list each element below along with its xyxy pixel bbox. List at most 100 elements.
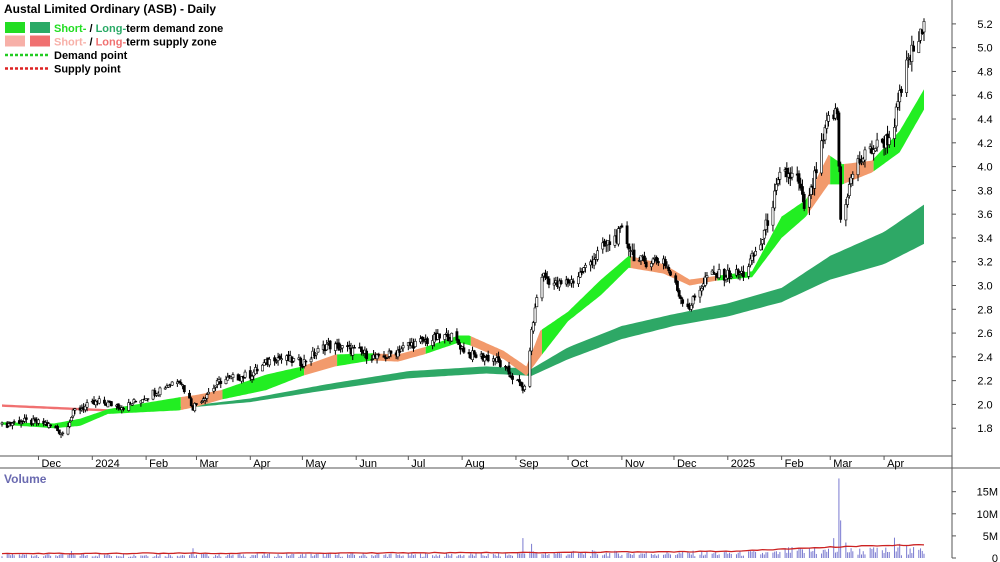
candle xyxy=(778,167,782,186)
candle xyxy=(219,377,223,389)
candle xyxy=(873,147,877,153)
date-tick-label: Mar xyxy=(833,458,852,470)
candle xyxy=(167,384,171,388)
candle xyxy=(339,343,342,353)
candle xyxy=(618,226,622,233)
candle xyxy=(851,171,855,186)
candles xyxy=(0,18,926,439)
candle xyxy=(420,336,424,345)
candle xyxy=(799,177,803,191)
candle xyxy=(215,377,219,389)
candle xyxy=(467,349,471,359)
candle xyxy=(309,356,313,366)
candle xyxy=(399,346,403,352)
candle xyxy=(651,257,655,266)
price-tick-label: 2.6 xyxy=(977,328,992,340)
price-tick-label: 5.0 xyxy=(977,43,992,55)
candle xyxy=(827,111,830,127)
candle xyxy=(717,263,721,280)
candle xyxy=(860,155,863,166)
candle xyxy=(821,133,825,149)
legend-entry: Short- / Long-term supply zone xyxy=(5,35,217,49)
candle xyxy=(445,328,448,337)
candle xyxy=(455,328,459,344)
candle xyxy=(761,238,764,251)
candle xyxy=(530,326,533,356)
candle xyxy=(748,254,752,268)
candle xyxy=(382,351,386,358)
candle xyxy=(446,330,450,342)
candle xyxy=(333,341,337,355)
date-tick-label: Jun xyxy=(359,458,377,470)
candle xyxy=(710,268,714,275)
candle xyxy=(863,146,867,168)
long-term-demand-zone xyxy=(170,204,924,410)
candle xyxy=(705,272,709,285)
candle xyxy=(7,421,11,428)
candle xyxy=(280,353,283,364)
candle xyxy=(328,339,332,354)
candle xyxy=(474,352,478,359)
volume-tick-label: 15M xyxy=(977,487,998,499)
candle xyxy=(299,356,303,371)
candle xyxy=(557,278,561,291)
candle xyxy=(250,374,254,383)
date-tick-label: 2025 xyxy=(731,458,755,470)
candle xyxy=(679,295,683,305)
price-tick-label: 3.0 xyxy=(977,281,992,293)
candle xyxy=(431,335,435,350)
candle xyxy=(217,376,221,386)
candle xyxy=(497,351,500,363)
candle xyxy=(347,340,351,350)
candle xyxy=(872,145,876,161)
candle xyxy=(61,431,65,437)
candle xyxy=(195,403,198,407)
candle xyxy=(875,132,879,152)
legend-swatch-long-term xyxy=(30,22,50,33)
candle xyxy=(365,348,369,364)
candle xyxy=(11,421,14,430)
candle xyxy=(608,234,612,251)
candle xyxy=(544,269,547,281)
chart-title: Austal Limited Ordinary (ASB) - Daily xyxy=(4,2,216,16)
price-tick-label: 3.6 xyxy=(977,209,992,221)
candle xyxy=(519,381,523,388)
candle xyxy=(823,124,827,145)
price-tick-label: 4.8 xyxy=(977,66,992,78)
candle xyxy=(413,338,417,348)
candle xyxy=(443,334,447,344)
candle xyxy=(617,226,620,247)
candle xyxy=(528,347,532,388)
candle xyxy=(130,402,134,406)
candle xyxy=(360,346,363,356)
candle xyxy=(267,356,271,368)
candle xyxy=(776,176,780,187)
candle xyxy=(754,246,757,256)
candle xyxy=(736,268,740,280)
candle xyxy=(814,162,818,179)
candle xyxy=(304,359,308,367)
candle xyxy=(797,170,801,191)
candle xyxy=(66,422,70,436)
candle xyxy=(457,338,461,346)
candle xyxy=(893,118,896,148)
candle xyxy=(460,346,464,352)
candle xyxy=(56,424,59,432)
candle xyxy=(511,373,514,385)
candle xyxy=(919,28,922,44)
candle xyxy=(712,265,716,275)
candle xyxy=(472,349,476,358)
candle xyxy=(722,268,726,287)
candle xyxy=(177,380,181,384)
candle xyxy=(596,246,599,262)
legend-swatch-long-term xyxy=(30,35,50,47)
candle xyxy=(649,260,653,271)
candle xyxy=(188,389,191,399)
candle xyxy=(375,353,379,364)
candle xyxy=(681,297,685,307)
price-tick-label: 1.8 xyxy=(977,423,992,435)
price-tick-label: 4.0 xyxy=(977,162,992,174)
date-tick-label: Oct xyxy=(571,458,588,470)
candle xyxy=(486,350,490,363)
candle xyxy=(146,398,150,402)
